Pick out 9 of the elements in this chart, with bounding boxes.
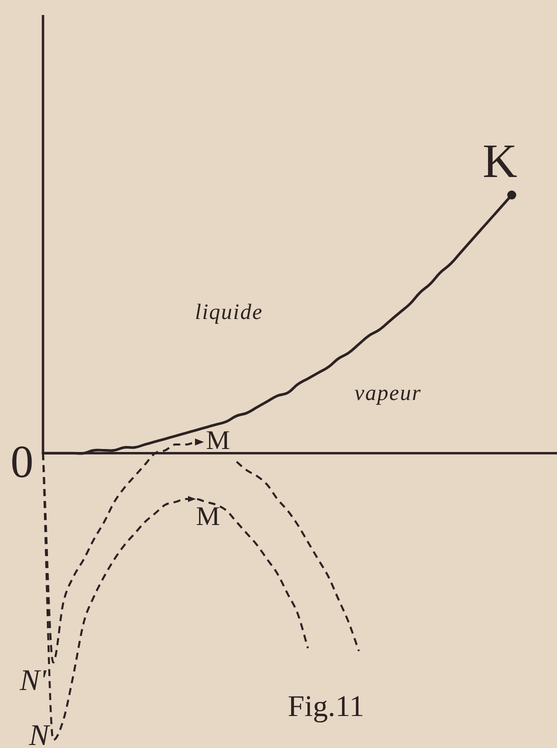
- annotation: liquide: [194, 299, 264, 324]
- annotation: M: [206, 425, 230, 455]
- annotation: vapeur: [354, 380, 422, 405]
- annotation: Fig.11: [288, 690, 364, 723]
- text: K: [482, 135, 518, 188]
- text: 0: [10, 436, 34, 487]
- annotation: N': [18, 664, 47, 697]
- annotation: M: [196, 501, 220, 531]
- annotation: N: [28, 719, 51, 748]
